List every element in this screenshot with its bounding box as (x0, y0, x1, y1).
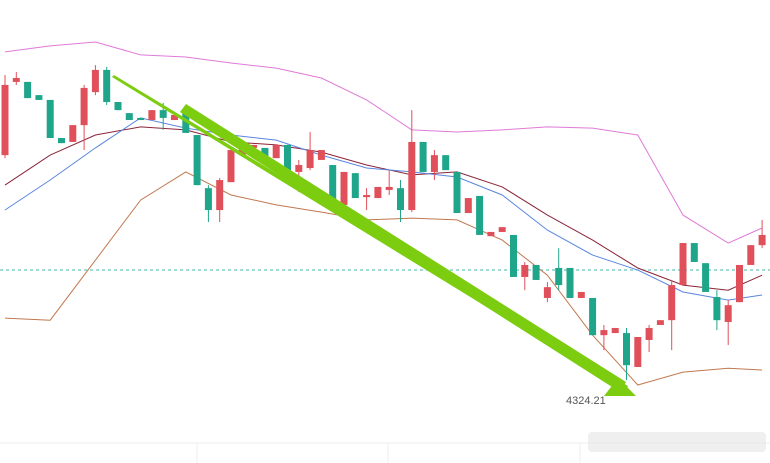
candle-body (35, 95, 43, 100)
candle-body (713, 297, 721, 321)
candle-body (623, 333, 630, 366)
candle-body (12, 78, 20, 82)
candle-body (227, 150, 235, 183)
candle-body (589, 297, 597, 336)
candle-body (272, 144, 280, 159)
candle-body (397, 188, 404, 211)
candle-body (510, 234, 517, 277)
candle-body (690, 243, 698, 262)
candle-body (758, 234, 766, 246)
candle-body (498, 227, 506, 232)
candle-body (487, 231, 495, 237)
candle-body (521, 264, 529, 277)
candle-body (385, 186, 393, 190)
trend-arrow-head (604, 378, 636, 396)
candle-body (204, 188, 212, 211)
plot-area (0, 41, 770, 386)
candle-body (295, 165, 303, 172)
candle-body (736, 264, 743, 303)
candle-body (679, 243, 687, 286)
candle-body (453, 171, 461, 214)
candle-body (543, 287, 551, 298)
candle-body (577, 291, 585, 298)
candle-body (193, 135, 201, 186)
candle-body (261, 147, 269, 159)
candle-body (645, 327, 653, 340)
candle-body (58, 138, 65, 144)
candle-body (532, 264, 540, 280)
candle-body (419, 141, 427, 172)
candle-body (464, 198, 472, 214)
candle-body (408, 141, 416, 211)
candle-body (747, 245, 755, 265)
candle-body (555, 267, 563, 286)
candle-body (317, 150, 325, 160)
candle-body (306, 150, 314, 169)
candle-body (329, 165, 337, 211)
candle-body (137, 117, 145, 121)
overlay-line (4, 126, 763, 291)
candle-body (171, 114, 178, 121)
candle-body (566, 267, 574, 298)
candle-body (103, 69, 111, 103)
candle-body (80, 87, 88, 126)
candle-body (216, 180, 224, 211)
candle-body (476, 195, 484, 235)
candle-body (1, 84, 9, 156)
candle-body (363, 195, 371, 198)
candle-body (250, 144, 258, 148)
candle-body (442, 155, 450, 171)
candle-body (125, 113, 133, 121)
candle-body (91, 69, 99, 93)
trend-arrow-body (180, 104, 626, 392)
overlay-line (4, 171, 763, 386)
candle-body (182, 113, 190, 133)
candle-body (148, 110, 156, 121)
candle-body (611, 327, 619, 334)
candle-body (284, 144, 291, 175)
candle-body (702, 263, 710, 292)
candle-body (340, 171, 348, 205)
price-annotation: 4324.21 (566, 395, 606, 407)
candle-body (159, 110, 167, 118)
watermark-blur (588, 432, 766, 452)
candle-body (374, 186, 382, 199)
candle-body (668, 285, 676, 321)
candle-body (114, 102, 122, 111)
candle-body (351, 173, 359, 199)
overlay-line (4, 41, 763, 244)
candle-body (634, 336, 642, 367)
candle-body (69, 125, 77, 142)
overlay-line (4, 117, 763, 301)
candle-body (46, 99, 54, 139)
watermark (588, 432, 766, 452)
candle-body (600, 330, 608, 336)
candle-body (656, 320, 664, 325)
candle-body (430, 155, 438, 172)
candle-body (724, 305, 732, 322)
candle-body (24, 81, 32, 99)
